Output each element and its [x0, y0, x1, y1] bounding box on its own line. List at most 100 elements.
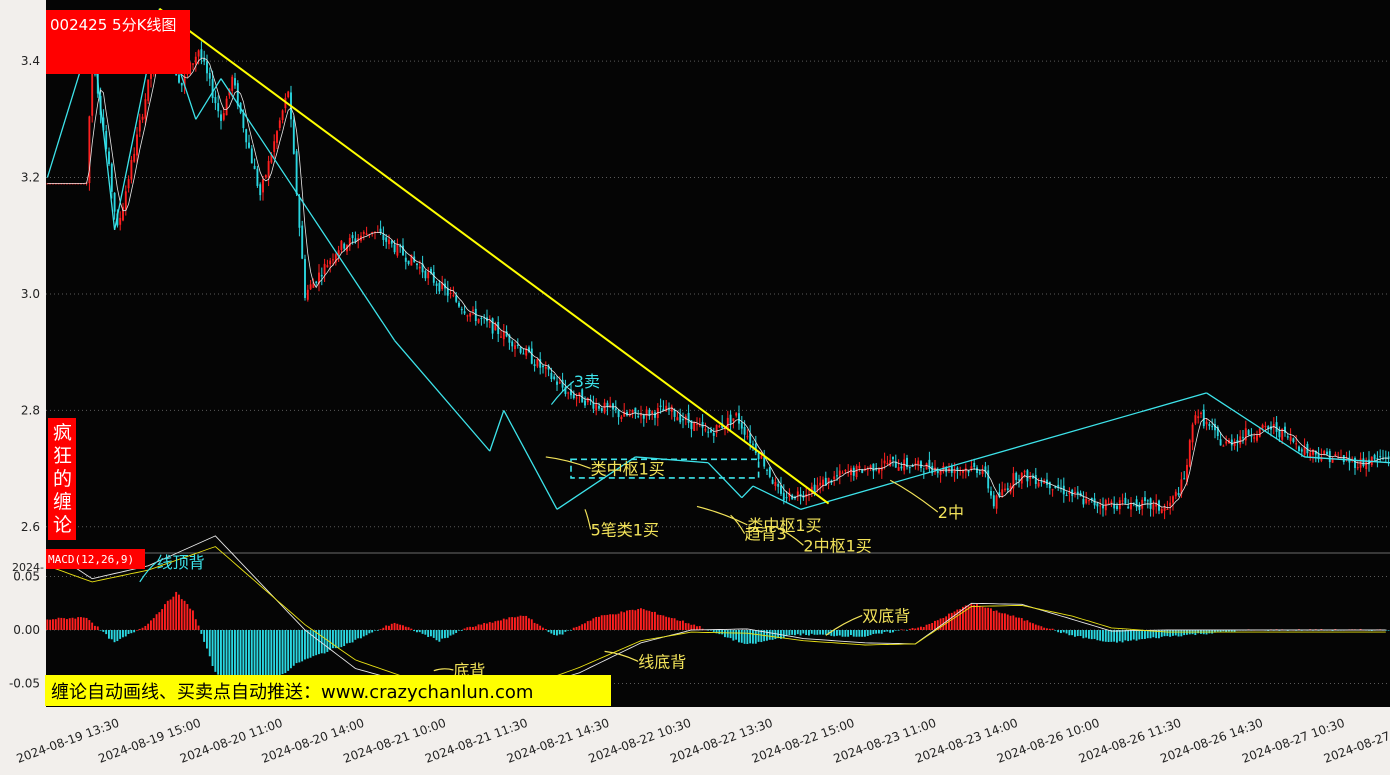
candle-body	[1149, 498, 1152, 509]
candle-body	[687, 412, 690, 423]
candle-body	[536, 359, 539, 367]
macd-bar	[1228, 630, 1230, 632]
candle-body	[614, 408, 617, 411]
candle-body	[1365, 459, 1368, 469]
macd-bar	[838, 630, 841, 636]
macd-bar	[1012, 615, 1015, 630]
candle-body	[150, 72, 152, 79]
macd-bar	[281, 630, 284, 675]
macd-bar	[903, 629, 906, 631]
candle-body	[822, 479, 824, 486]
candle-body	[855, 465, 858, 478]
macd-bar	[1023, 620, 1026, 630]
macd-bar	[449, 630, 452, 636]
candle-body	[1163, 507, 1166, 511]
candle-body	[1197, 416, 1200, 419]
candle-body	[953, 469, 956, 474]
macd-bar	[264, 630, 267, 686]
candle-body	[1057, 484, 1060, 488]
candle-body	[726, 417, 729, 429]
candle-body	[438, 282, 441, 292]
macd-bar	[124, 630, 127, 637]
macd-bar	[71, 617, 74, 630]
macd-bar	[1034, 624, 1037, 630]
macd-bar	[52, 619, 54, 630]
macd-bar	[186, 604, 189, 630]
macd-bar	[1174, 630, 1177, 636]
candle-body	[71, 183, 74, 185]
candle-body	[668, 409, 670, 411]
candle-body	[981, 469, 984, 474]
macd-bar	[110, 630, 113, 640]
macd-bar	[1082, 630, 1085, 639]
macd-bar	[158, 612, 161, 630]
macd-bar	[690, 624, 693, 630]
macd-bar	[365, 630, 368, 636]
macd-bar	[696, 626, 698, 630]
annotation-label: 趋背3	[745, 525, 787, 544]
candle-body	[1225, 441, 1228, 444]
macd-bar	[1110, 630, 1113, 642]
candle-body	[1183, 478, 1186, 480]
macd-bar	[306, 630, 309, 659]
annotation-label: 2中	[938, 503, 964, 522]
annotation-arrow	[775, 526, 804, 546]
candle-body	[785, 497, 788, 499]
candle-body	[1026, 470, 1029, 482]
macd-bar	[525, 615, 528, 630]
macd-bar	[1197, 630, 1200, 634]
macd-bar	[796, 630, 799, 635]
candle-body	[105, 130, 108, 150]
macd-bar	[959, 609, 962, 630]
candle-body	[950, 466, 953, 473]
candle-body	[1107, 503, 1110, 505]
macd-bar	[917, 627, 920, 630]
macd-bar	[995, 610, 998, 630]
macd-bar	[1233, 630, 1236, 633]
macd-bar	[637, 609, 640, 630]
macd-bar	[1090, 630, 1093, 640]
macd-bar	[477, 624, 480, 630]
candle-body	[469, 313, 472, 317]
candle-body	[236, 83, 239, 106]
macd-bar	[1006, 614, 1009, 630]
macd-bar	[967, 605, 970, 630]
candle-body	[1009, 485, 1012, 493]
macd-bar	[374, 630, 376, 631]
macd-bar	[614, 614, 617, 630]
macd-bar	[746, 630, 749, 645]
macd-bar	[1370, 630, 1373, 631]
candle-body	[1281, 428, 1284, 440]
macd-bar	[802, 630, 805, 634]
candle-body	[626, 412, 628, 416]
candle-body	[46, 183, 49, 185]
candle-body	[371, 232, 374, 234]
candle-body	[1004, 488, 1006, 491]
side-label-char: 疯	[53, 422, 72, 444]
macd-bar	[379, 629, 382, 630]
candle-body	[1051, 489, 1054, 491]
macd-bar	[234, 630, 236, 684]
candle-body	[564, 387, 567, 394]
candle-body	[1096, 503, 1099, 507]
pen-segment	[707, 462, 743, 499]
candle-body	[147, 79, 150, 101]
candle-body	[1186, 464, 1188, 483]
macd-bar	[312, 630, 315, 657]
side-label-box	[48, 418, 76, 540]
candle-body	[984, 466, 987, 473]
macd-bar	[586, 621, 589, 630]
candle-body	[914, 463, 917, 465]
macd-bar	[46, 619, 49, 630]
candle-body	[780, 485, 782, 494]
macd-bar	[96, 626, 99, 630]
candle-body	[1116, 505, 1118, 510]
candle-body	[334, 254, 337, 263]
macd-bar	[354, 630, 357, 640]
candle-body	[124, 191, 127, 210]
side-label-char: 的	[53, 468, 72, 490]
macd-bar	[323, 630, 326, 654]
macd-bar	[872, 630, 875, 634]
macd-bar	[49, 619, 52, 630]
price-tick-label: 2.6	[21, 520, 40, 534]
